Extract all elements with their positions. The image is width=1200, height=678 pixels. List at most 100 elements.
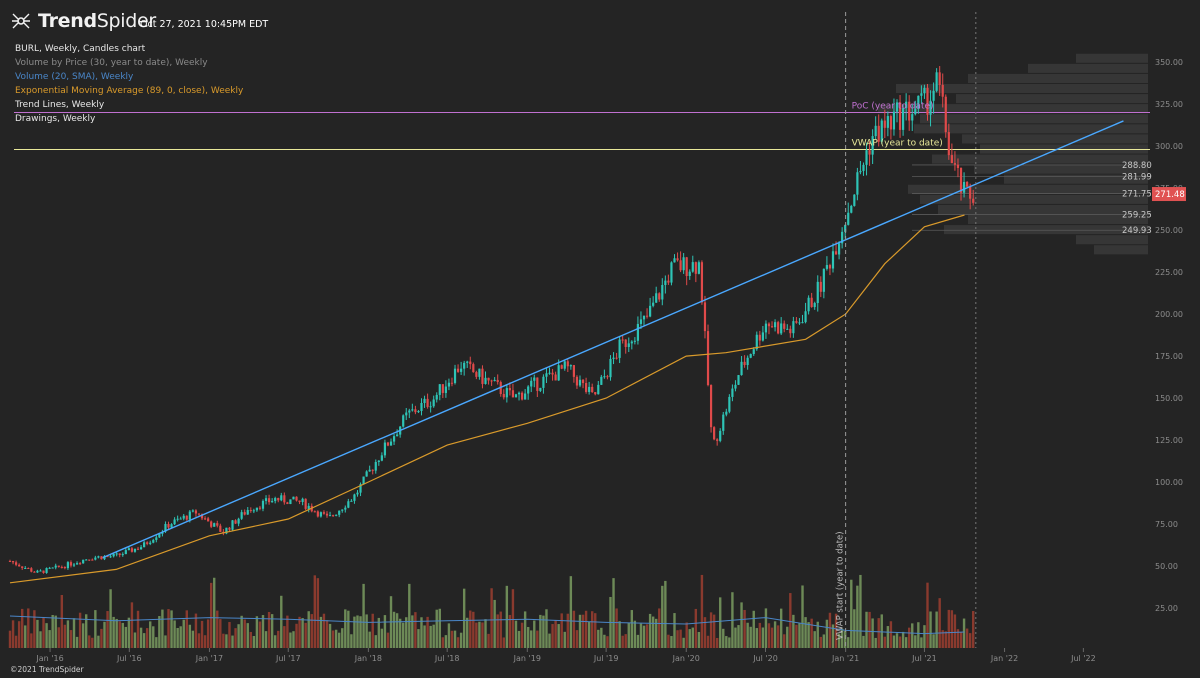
volume-bar — [752, 610, 755, 648]
study-label[interactable]: Volume (20, SMA), Weekly — [15, 72, 134, 82]
volume-bar — [776, 625, 780, 648]
volume-bar — [959, 632, 963, 648]
study-label[interactable]: Exponential Moving Average (89, 0, close… — [15, 86, 244, 96]
candle-body — [627, 343, 630, 348]
vbp-bar — [908, 184, 1148, 194]
volume-bar — [307, 611, 310, 648]
volume-bar — [51, 615, 54, 648]
volume-bar — [414, 612, 417, 648]
brand-name: TrendSpider — [38, 10, 156, 32]
study-label[interactable]: BURL, Weekly, Candles chart — [15, 44, 146, 54]
candle-body — [868, 150, 871, 155]
volume-bar — [944, 631, 947, 648]
candle-body — [691, 262, 694, 272]
study-label[interactable]: Drawings, Weekly — [15, 114, 96, 124]
volume-bar — [856, 585, 859, 648]
volume-bar — [213, 577, 216, 648]
candle-body — [277, 498, 280, 501]
price-level-label: 271.75 — [1122, 190, 1152, 200]
volume-bar — [773, 621, 777, 648]
candle-body — [481, 368, 484, 384]
x-tick-label: Jan '19 — [513, 654, 541, 663]
volume-bar — [700, 574, 704, 648]
volume-bar — [331, 630, 335, 648]
candle-body — [615, 357, 618, 359]
candle-body — [359, 484, 362, 493]
volume-bar — [962, 618, 966, 648]
candle-body — [347, 501, 350, 508]
volume-bar — [185, 610, 188, 648]
volume-bar — [444, 635, 448, 648]
volume-bar — [88, 635, 91, 648]
volume-bar — [133, 632, 137, 648]
candle-body — [694, 262, 697, 274]
candle-body — [630, 341, 633, 344]
candle-body — [283, 495, 286, 503]
volume-bar — [825, 619, 829, 648]
volume-bar — [941, 630, 944, 648]
candle-body — [578, 379, 582, 386]
candle-body — [670, 262, 673, 283]
candle-body — [932, 90, 935, 101]
candle-body — [624, 339, 627, 348]
volume-bar — [548, 633, 551, 648]
candle-body — [307, 505, 310, 509]
vbp-bar — [968, 214, 1148, 225]
volume-bar — [252, 635, 256, 648]
candle-body — [243, 512, 246, 515]
candle-body — [450, 382, 454, 384]
volume-bar — [313, 575, 317, 648]
volume-bar — [853, 609, 856, 648]
volume-bar — [621, 635, 624, 648]
candle-body — [258, 507, 262, 509]
candle-body — [79, 563, 82, 565]
volume-bar — [868, 611, 871, 648]
trendspider-logo: TrendSpider — [10, 10, 156, 32]
candle-body — [871, 136, 874, 155]
brand-rest: Spider — [96, 10, 156, 32]
candle-body — [383, 442, 387, 456]
candle-body — [210, 521, 213, 527]
volume-bar — [328, 623, 332, 648]
candle-body — [777, 322, 780, 334]
candle-body — [883, 120, 886, 128]
volume-bar — [179, 626, 182, 648]
candle-body — [85, 559, 88, 561]
candle-body — [673, 258, 676, 263]
candle-body — [816, 281, 819, 304]
candle-body — [795, 321, 798, 323]
volume-bar — [898, 636, 902, 648]
volume-bar — [426, 616, 429, 648]
candle-body — [152, 539, 155, 543]
volume-bar — [206, 619, 210, 648]
candle-body — [810, 297, 813, 308]
candle-body — [332, 515, 335, 517]
candle-body — [834, 251, 838, 255]
volume-bar — [923, 625, 926, 648]
trendline[interactable] — [102, 120, 1124, 559]
volume-bar — [27, 608, 30, 648]
volume-bar — [679, 629, 682, 648]
candle-body — [335, 514, 338, 516]
study-label[interactable]: Trend Lines, Weekly — [15, 100, 105, 110]
candle-body — [118, 553, 121, 555]
volume-bar — [112, 616, 115, 648]
candle-body — [566, 361, 569, 367]
candle-body — [368, 469, 371, 472]
candle-body — [414, 409, 417, 413]
volume-bar — [270, 614, 274, 648]
candle-body — [572, 365, 576, 377]
volume-bar — [798, 623, 801, 648]
volume-bars — [8, 574, 975, 648]
candle-body — [188, 511, 191, 520]
study-label[interactable]: Volume by Price (30, year to date), Week… — [15, 58, 208, 68]
volume-bar — [581, 614, 585, 648]
candle-body — [478, 368, 481, 377]
volume-bar — [664, 580, 667, 648]
candle-body — [737, 375, 740, 385]
candle-body — [228, 527, 231, 530]
candle-body — [703, 302, 707, 332]
candle-body — [170, 524, 173, 528]
volume-bar — [688, 629, 691, 648]
